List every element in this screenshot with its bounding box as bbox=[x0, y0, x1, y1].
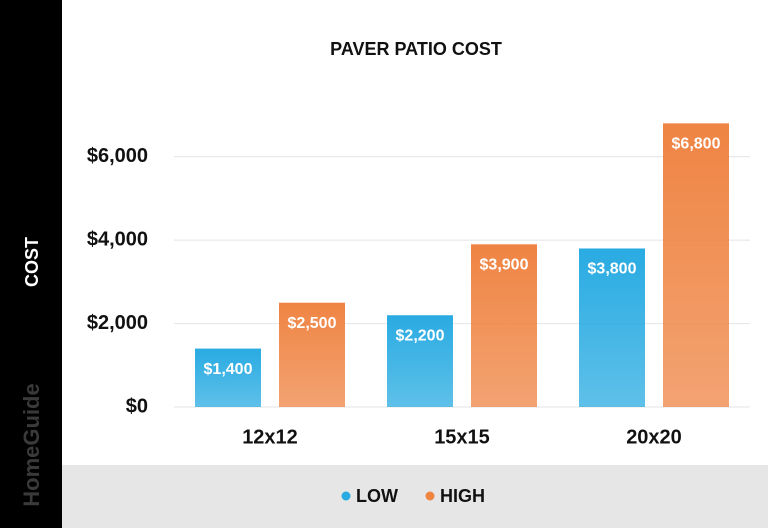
bar bbox=[387, 315, 453, 407]
x-tick-label: 15x15 bbox=[434, 426, 490, 448]
bar bbox=[579, 248, 645, 407]
legend-label: HIGH bbox=[440, 486, 485, 506]
bar bbox=[471, 244, 537, 407]
value-label: $6,800 bbox=[672, 136, 721, 153]
legend-swatch bbox=[425, 491, 435, 501]
value-label: $1,400 bbox=[204, 361, 253, 378]
y-tick-label: $4,000 bbox=[87, 228, 148, 250]
value-label: $2,200 bbox=[396, 327, 445, 344]
watermark: HomeGuide bbox=[19, 383, 44, 506]
x-tick-label: 12x12 bbox=[242, 426, 298, 448]
sidebar bbox=[0, 0, 62, 528]
legend-swatch bbox=[341, 491, 351, 501]
value-label: $3,800 bbox=[588, 261, 637, 278]
y-tick-label: $6,000 bbox=[87, 145, 148, 167]
chart-title: PAVER PATIO COST bbox=[330, 39, 502, 59]
bar bbox=[195, 348, 261, 407]
legend-label: LOW bbox=[356, 486, 398, 506]
bar bbox=[279, 302, 345, 407]
x-tick-label: 20x20 bbox=[626, 426, 682, 448]
value-label: $3,900 bbox=[480, 257, 529, 274]
value-label: $2,500 bbox=[288, 315, 337, 332]
y-axis-title: COST bbox=[22, 237, 42, 287]
legend-band bbox=[62, 465, 768, 528]
y-tick-label: $0 bbox=[126, 395, 148, 417]
y-tick-label: $2,000 bbox=[87, 312, 148, 334]
bar bbox=[663, 123, 729, 407]
